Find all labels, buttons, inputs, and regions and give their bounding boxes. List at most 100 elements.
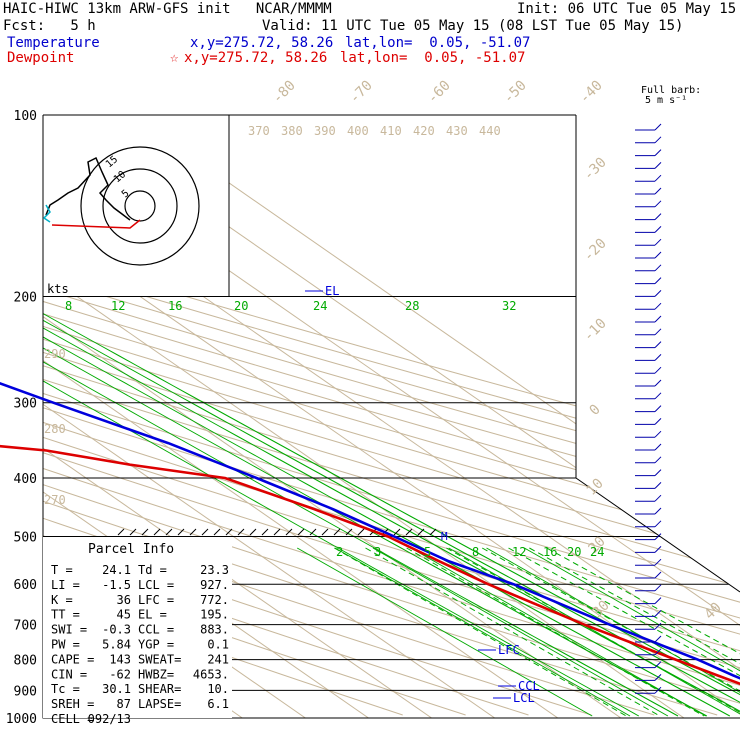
wind-barb-feather [654,174,662,182]
wind-barb-feather [654,136,662,144]
dewpoint-latlon: lat,lon= 0.05, -51.07 [340,50,526,66]
theta-label: 370 [248,124,270,138]
parcel-field-value: 241 [207,652,229,666]
chart-frame-right [575,115,740,593]
theta-label: 430 [446,124,468,138]
isobar-tick [249,528,257,536]
mixing-ratio-dashed-line [529,547,740,717]
mixing-ratio-label: 3 [374,545,381,559]
temperature-legend: Temperature [7,35,100,51]
wind-barb-feather [654,354,662,361]
wind-barb-feather [654,507,662,515]
mixing-ratio-line [43,295,740,717]
mixing-ratio-label: 12 [512,545,526,559]
isotherm-label: 40 [702,600,725,623]
dry-adiabat-line [43,115,740,716]
parcel-field-value: 883. [200,623,229,637]
parcel-field-value: 23.3 [200,563,229,577]
hodograph-units: kts [47,282,69,296]
pressure-label: 100 [14,109,37,124]
wind-barb-feather [654,302,662,310]
wind-barb-feather [654,405,662,412]
theta-label: 270 [44,493,66,507]
moist-adiabat-line [486,547,740,717]
dry-adiabat-line [43,115,718,716]
wind-barb-feather [654,674,662,681]
star-icon: ☆ [170,50,179,66]
theta-label: 420 [413,124,435,138]
isobar-tick [357,528,365,536]
wind-barb-feather [654,328,662,336]
isotherm-label: -60 [425,78,454,107]
dry-adiabat-line [43,115,740,716]
parcel-field-label: K = [51,593,73,607]
parcel-field-value: -0.3 [102,623,131,637]
parcel-field-value: 87 [117,697,131,711]
mixing-ratio-line [43,295,679,717]
isobar-tick [261,528,269,536]
level-marker-label: CCL [518,679,540,693]
isobar-tick [225,528,233,536]
parcel-field-label: SWEAT= [138,652,181,666]
mixing-ratio-label: 20 [234,299,248,313]
parcel-field-value: 45 [117,608,131,622]
pressure-label: 900 [14,684,37,699]
pressure-label: 200 [14,291,37,306]
wind-barb-feather [654,635,662,643]
mixing-ratio-label: 16 [168,299,182,313]
mixing-ratio-line [43,295,740,717]
dry-adiabat-line [43,115,740,716]
parcel-field-label: CELL = [51,712,94,726]
parcel-field-label: HWBZ= [138,667,174,681]
wind-barb-feather [654,213,662,220]
isotherm-label: -10 [581,316,610,345]
dry-adiabat-line [43,115,740,716]
parcel-field-label: SREH = [51,697,94,711]
dry-adiabat-line [43,115,655,716]
parcel-info-title: Parcel Info [88,542,174,557]
hodograph-ring-label: 15 [104,154,120,170]
mixing-ratio-label: 32 [502,299,516,313]
isobar-tick [273,528,281,536]
wind-barb-feather [654,610,662,617]
mixing-ratio-line [43,295,740,717]
dewpoint-legend: Dewpoint [7,50,75,66]
pressure-label: 700 [14,619,37,634]
parcel-field-label: YGP = [138,638,174,652]
isobar-tick [429,528,437,536]
isobar-tick [345,528,353,536]
wind-barb-feather [654,482,662,489]
parcel-field-label: SHEAR= [138,682,181,696]
parcel-field-label: PW = [51,638,80,652]
dry-adiabat-line [43,115,592,716]
isotherm-label: 0 [587,402,604,419]
mixing-ratio-label: 8 [65,299,72,313]
isobar-tick [165,528,173,536]
pressure-label: 400 [14,472,37,487]
mixing-ratio-label: 20 [567,545,581,559]
wind-barb-feather [654,494,662,502]
moist-adiabat-line [524,547,740,717]
wind-barb-feather [654,443,662,451]
isobar-tick [117,528,125,536]
parcel-field-value: 092/13 [88,712,131,726]
wind-barb-feather [654,392,662,400]
wind-barb-feather [654,571,662,579]
parcel-field-label: EL = [138,608,167,622]
forecast-hour: Fcst: 5 h [3,18,96,34]
mixing-ratio-line [43,295,640,717]
dry-adiabat-line [43,115,740,716]
parcel-field-value: 927. [200,578,229,592]
parcel-field-value: -62 [109,667,131,681]
wind-barb-feather [654,558,662,566]
mixing-ratio-dashed-line [406,547,705,717]
pressure-label: 300 [14,397,37,412]
wind-barb-feather [654,597,662,604]
temperature-latlon: lat,lon= 0.05, -51.07 [345,35,531,51]
parcel-field-value: 6.1 [207,697,229,711]
parcel-field-value: 772. [200,593,229,607]
isotherm-label: -70 [347,78,376,107]
dry-adiabat-line [43,115,740,716]
wind-barb-feather [654,622,662,630]
